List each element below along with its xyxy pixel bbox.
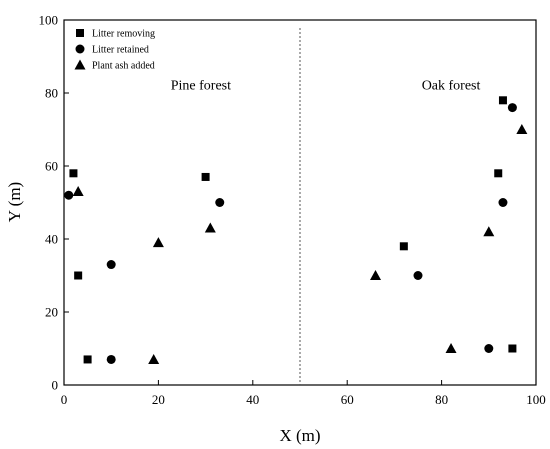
data-point-triangle [445, 343, 457, 353]
data-point-circle [413, 271, 423, 280]
data-point-circle [507, 103, 517, 113]
region-label: Pine forest [171, 78, 231, 93]
y-tick-label: 40 [45, 232, 58, 247]
data-point-circle [106, 260, 116, 270]
y-axis-title: Y (m) [5, 182, 24, 222]
x-tick-label: 40 [246, 392, 259, 407]
legend-label: Litter removing [92, 29, 155, 40]
legend-marker-square [76, 29, 84, 37]
data-point-triangle [516, 124, 528, 134]
data-point-circle [215, 198, 225, 207]
data-point-triangle [483, 226, 495, 237]
data-point-square [508, 344, 517, 353]
x-tick-label: 100 [526, 392, 546, 407]
data-point-circle [106, 354, 116, 364]
x-axis-title: X (m) [279, 426, 320, 445]
y-tick-label: 20 [45, 305, 58, 320]
x-tick-label: 0 [61, 392, 68, 407]
data-point-triangle [72, 186, 84, 197]
points-layer [64, 96, 528, 364]
data-point-triangle [148, 353, 160, 364]
data-point-square [201, 172, 210, 181]
data-point-circle [484, 344, 494, 353]
data-point-square [494, 169, 503, 178]
annotation-layer: Pine forest Oak forest [171, 78, 481, 93]
y-tick-label: 80 [45, 86, 58, 101]
data-point-triangle [152, 237, 164, 248]
data-point-square [74, 271, 83, 280]
data-point-square [399, 242, 408, 251]
x-tick-label: 20 [152, 392, 165, 407]
data-point-square [498, 96, 507, 105]
data-point-triangle [370, 270, 382, 280]
y-tick-label: 0 [52, 378, 59, 393]
legend: Litter removing Litter retained Plant ash … [74, 29, 155, 72]
x-tick-label: 60 [341, 392, 354, 407]
x-tick-label: 80 [435, 392, 448, 407]
region-label: Oak forest [422, 78, 481, 93]
plot-area-frame [63, 19, 537, 386]
legend-label: Plant ash added [92, 61, 155, 72]
data-point-circle [498, 198, 508, 207]
data-point-triangle [204, 222, 216, 233]
legend-marker-circle [75, 44, 85, 54]
legend-label: Litter retained [92, 45, 149, 56]
data-point-square [69, 169, 78, 178]
ticks-layer: 0 20 40 60 80 100 0 20 40 60 80 100 [39, 13, 546, 408]
y-tick-label: 100 [39, 13, 59, 28]
data-point-circle [64, 190, 74, 200]
y-tick-label: 60 [45, 159, 58, 174]
legend-marker-triangle [74, 59, 86, 70]
data-point-square [83, 355, 92, 364]
